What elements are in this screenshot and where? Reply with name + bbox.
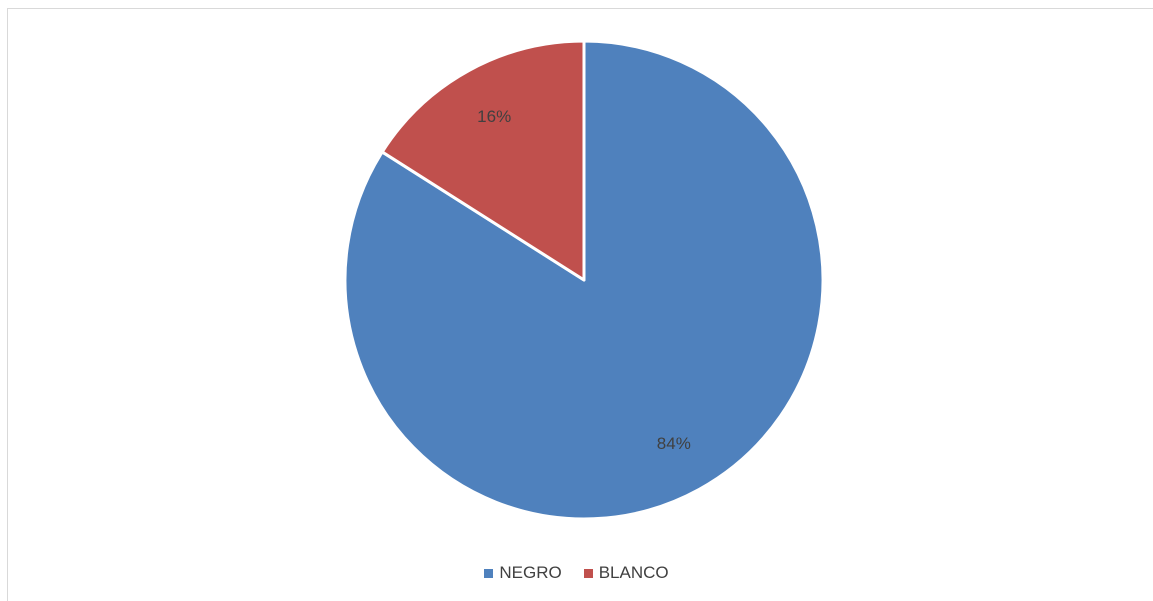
legend: NEGRO BLANCO: [0, 563, 1153, 583]
data-label-negro: 84%: [657, 434, 691, 453]
legend-swatch-blanco: [583, 568, 593, 578]
pie-slices: [343, 39, 825, 521]
legend-label-negro: NEGRO: [499, 563, 562, 582]
legend-entry-negro: NEGRO: [484, 563, 562, 583]
pie-slice-blanco: [380, 39, 586, 282]
legend-entry-blanco: BLANCO: [583, 563, 669, 583]
data-label-blanco: 16%: [477, 107, 511, 126]
legend-swatch-negro: [484, 568, 494, 578]
legend-label-blanco: BLANCO: [598, 563, 669, 582]
pie-data-labels: 84% 16%: [477, 107, 691, 453]
